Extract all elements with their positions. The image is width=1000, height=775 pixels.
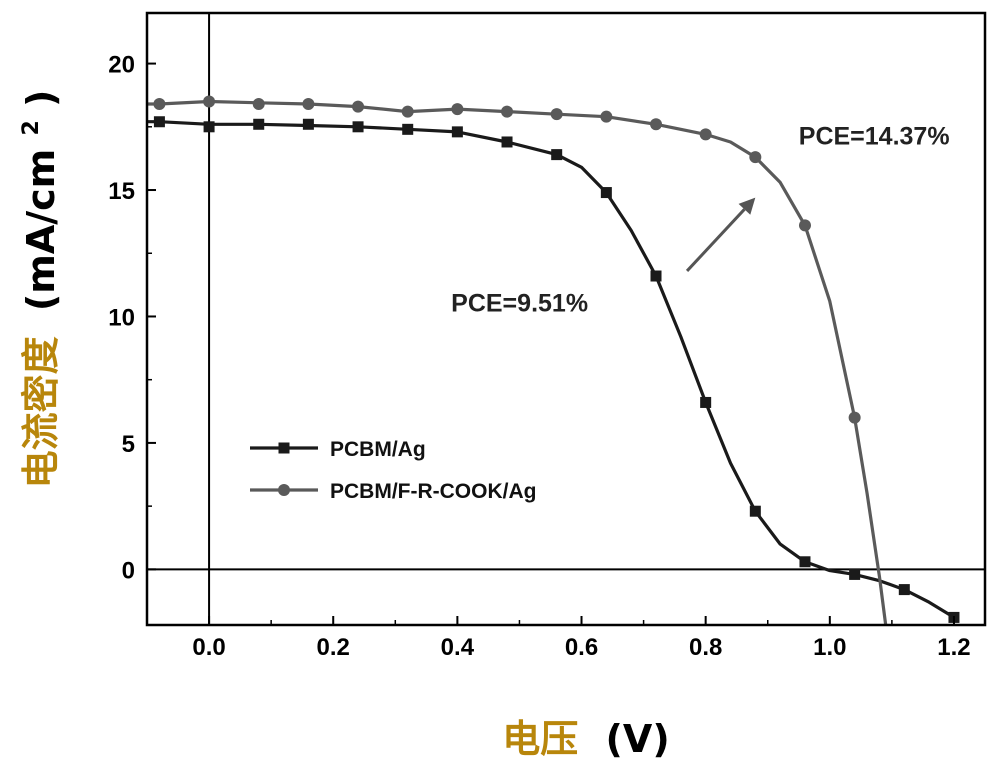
y-tick-label: 10 (108, 304, 135, 331)
data-point (154, 116, 165, 127)
series-line (147, 102, 886, 626)
series-2 (147, 96, 886, 625)
data-point (551, 108, 563, 120)
x-axis-title-main: 电压 (502, 717, 578, 761)
y-tick-label: 15 (108, 178, 135, 205)
data-point (750, 506, 761, 517)
data-point (849, 569, 860, 580)
data-point (451, 103, 463, 115)
data-point (601, 187, 612, 198)
y-tick-label: 5 (122, 431, 135, 458)
x-tick-label: 0.6 (565, 634, 598, 661)
data-point (253, 98, 265, 110)
data-point (849, 412, 861, 424)
data-point (302, 98, 314, 110)
pce-annotation: PCE=9.51% (451, 289, 588, 317)
data-point (651, 271, 662, 282)
y-axis-title-unit: (mA/cm (19, 149, 63, 311)
x-tick-label: 0.8 (689, 634, 722, 661)
data-point (204, 121, 215, 132)
pce-annotation: PCE=14.37% (799, 123, 950, 151)
y-tick-label: 0 (122, 557, 135, 584)
data-point (153, 98, 165, 110)
plot-frame (147, 13, 985, 625)
x-tick-label: 0.0 (192, 634, 225, 661)
series-1 (147, 116, 959, 623)
data-point (799, 556, 810, 567)
legend-entry: PCBM/F-R-COOK/Ag (250, 480, 536, 503)
data-point (551, 149, 562, 160)
reference-lines (147, 13, 985, 625)
x-tick-label: 1.0 (813, 634, 846, 661)
data-point (899, 584, 910, 595)
annotation-layer: PCE=14.37% PCE=9.51% (451, 123, 949, 318)
y-axis-title-close: ) (19, 90, 63, 107)
data-point (799, 219, 811, 231)
data-point (600, 111, 612, 123)
y-tick-label: 20 (108, 52, 135, 79)
data-point (700, 128, 712, 140)
data-point (749, 151, 761, 163)
x-tick-label: 0.2 (317, 634, 350, 661)
x-tick-label: 1.2 (937, 634, 970, 661)
data-point (303, 119, 314, 130)
data-point (452, 126, 463, 137)
data-point (402, 124, 413, 135)
data-point (700, 397, 711, 408)
x-tick-label: 0.4 (441, 634, 475, 661)
data-point (352, 101, 364, 113)
data-point (502, 136, 513, 147)
series-line (147, 122, 954, 618)
arrow-layer (687, 198, 755, 271)
series-layer (147, 96, 959, 625)
legend-marker (279, 443, 290, 454)
arrow-shaft (687, 209, 744, 271)
legend-label: PCBM/Ag (330, 438, 426, 461)
data-point (650, 118, 662, 130)
y-axis-title-superscript: 2 (19, 120, 44, 135)
data-point (203, 96, 215, 108)
y-axis-title: 电流密度 (mA/cm 2 ) (3, 90, 63, 489)
data-point (501, 106, 513, 118)
legend: PCBM/Ag PCBM/F-R-COOK/Ag (250, 438, 536, 503)
legend-label: PCBM/F-R-COOK/Ag (330, 480, 536, 503)
x-axis-title-unit: (V) (606, 717, 670, 761)
legend-marker (278, 484, 290, 496)
data-point (253, 119, 264, 130)
y-axis-title-main: 电流密度 (19, 336, 63, 488)
data-point (402, 106, 414, 118)
data-point (353, 121, 364, 132)
legend-entry: PCBM/Ag (250, 438, 426, 461)
x-axis-title: 电压 (V) (502, 717, 669, 761)
